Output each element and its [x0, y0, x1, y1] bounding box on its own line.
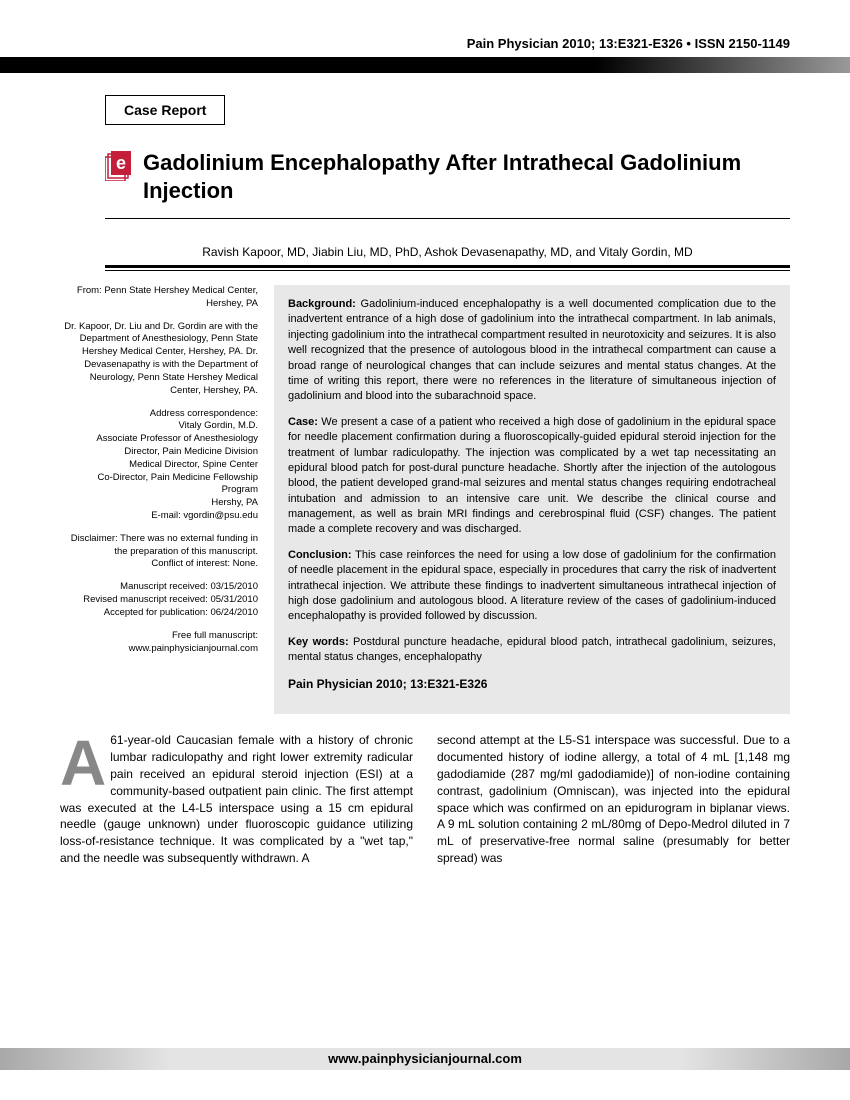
- authors-rule-thin: [105, 270, 790, 271]
- body-column-1: A61-year-old Caucasian female with a his…: [60, 732, 413, 866]
- abstract-box: Background: Gadolinium-induced encephalo…: [274, 285, 790, 714]
- sidebar-column: From: Penn State Hershey Medical Center,…: [60, 285, 258, 714]
- sidebar-free-manuscript: Free full manuscript: www.painphysicianj…: [60, 630, 258, 656]
- case-label: Case:: [288, 416, 318, 428]
- case-report-label: Case Report: [105, 95, 225, 125]
- authors-line: Ravish Kapoor, MD, Jiabin Liu, MD, PhD, …: [105, 245, 790, 259]
- dropcap: A: [60, 736, 106, 790]
- body-column-2: second attempt at the L5-S1 interspace w…: [437, 732, 790, 866]
- case-text: We present a case of a patient who recei…: [288, 416, 776, 536]
- conclusion-label: Conclusion:: [288, 549, 352, 561]
- title-underline: [105, 218, 790, 219]
- conclusion-text: This case reinforces the need for using …: [288, 549, 776, 623]
- header-divider-bar: [0, 57, 850, 73]
- sidebar-correspondence: Address correspondence: Vitaly Gordin, M…: [60, 408, 258, 523]
- keywords-text: Postdural puncture headache, epidural bl…: [288, 636, 776, 663]
- sidebar-disclaimer: Disclaimer: There was no external fundin…: [60, 533, 258, 571]
- abstract-background: Background: Gadolinium-induced encephalo…: [288, 297, 776, 405]
- sidebar-affiliation: Dr. Kapoor, Dr. Liu and Dr. Gordin are w…: [60, 321, 258, 398]
- e-journal-icon: e: [105, 151, 135, 181]
- article-title: Gadolinium Encephalopathy After Intrathe…: [143, 149, 790, 204]
- abstract-conclusion: Conclusion: This case reinforces the nee…: [288, 548, 776, 625]
- background-label: Background:: [288, 298, 356, 310]
- background-text: Gadolinium-induced encephalopathy is a w…: [288, 298, 776, 402]
- authors-rule-thick: [105, 265, 790, 268]
- keywords-label: Key words:: [288, 636, 349, 648]
- header-citation: Pain Physician 2010; 13:E321-E326 • ISSN…: [0, 0, 850, 57]
- abstract-case: Case: We present a case of a patient who…: [288, 415, 776, 538]
- body-text: A61-year-old Caucasian female with a his…: [60, 732, 790, 866]
- footer-bar: www.painphysicianjournal.com: [0, 1048, 850, 1070]
- abstract-citation: Pain Physician 2010; 13:E321-E326: [288, 676, 776, 693]
- body-col1-text: 61-year-old Caucasian female with a hist…: [60, 733, 413, 865]
- sidebar-from: From: Penn State Hershey Medical Center,…: [60, 285, 258, 311]
- svg-text:e: e: [116, 153, 126, 173]
- abstract-keywords: Key words: Postdural puncture headache, …: [288, 635, 776, 666]
- sidebar-dates: Manuscript received: 03/15/2010 Revised …: [60, 581, 258, 619]
